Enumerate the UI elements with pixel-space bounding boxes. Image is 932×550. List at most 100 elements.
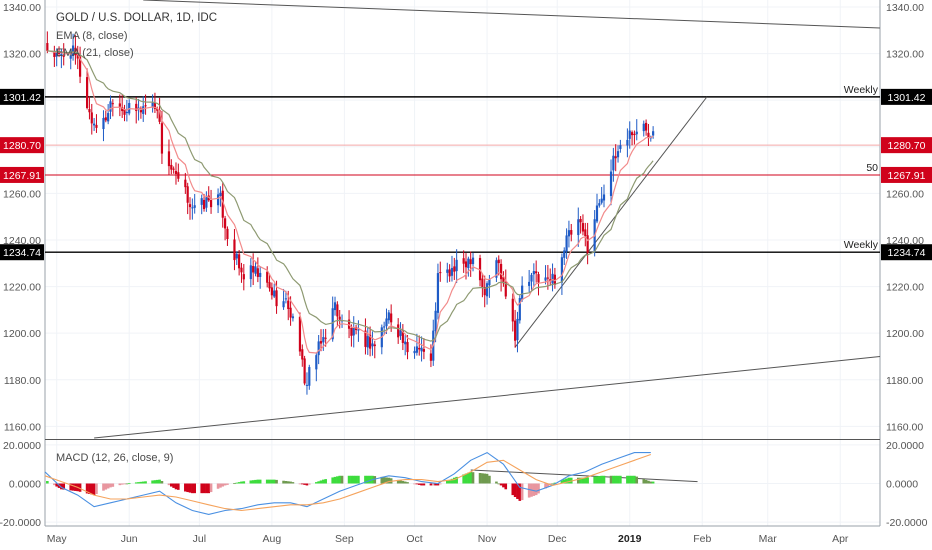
candle-body (352, 327, 355, 336)
macd-histogram-bar (191, 483, 194, 494)
macd-histogram-bar (406, 482, 409, 484)
candle-body (633, 133, 636, 136)
macd-histogram-bar (340, 475, 344, 484)
candle-body (401, 330, 404, 343)
macd-histogram-bar (219, 483, 222, 488)
candle-body (74, 47, 77, 56)
ema-line-8 (47, 50, 654, 354)
candle-body (86, 77, 89, 109)
macd-histogram-bar (155, 479, 159, 484)
macd-histogram-bar (193, 483, 196, 494)
price-tick-right: 1340.00 (886, 2, 924, 14)
macd-histogram-bar (106, 483, 110, 489)
level-label-right: 1301.42 (888, 92, 926, 104)
macd-tick-right: 0.0000 (886, 479, 918, 491)
price-tick-left: 1240.00 (3, 235, 41, 247)
macd-histogram-bar (69, 483, 73, 491)
price-labels: 1301.42 1301.42 1280.70 1280.70 1267.91 1267.… (0, 88, 932, 261)
macd-histogram-bar (53, 483, 56, 486)
candle-body (319, 341, 323, 344)
candle-body (364, 330, 367, 347)
macd-histogram-bar (233, 483, 236, 485)
macd-histogram-bar (527, 483, 531, 498)
macd-histogram-bar (85, 483, 89, 494)
macd-histogram-bar (635, 476, 639, 484)
candle-body (174, 170, 178, 175)
legend-macd[interactable]: MACD (12, 26, close, 9) (56, 452, 174, 464)
macd-histogram-bar (450, 478, 454, 484)
macd-histogram-bar (291, 482, 295, 484)
candle-body (483, 287, 486, 296)
price-tick-left: 1160.00 (4, 421, 41, 433)
candle-body (420, 347, 423, 352)
macd-histogram-bar (357, 475, 360, 484)
macd-histogram-bar (317, 481, 320, 484)
candle-body (221, 190, 224, 218)
candle-body (453, 266, 456, 272)
level-label-left: 1234.74 (3, 247, 41, 259)
level-label-right: 1234.74 (888, 247, 926, 259)
candle-body (628, 130, 631, 139)
candle-body (357, 329, 360, 331)
macd-histogram-bar (272, 479, 276, 484)
time-tick: Apr (832, 533, 849, 545)
time-tick: Mar (759, 533, 778, 545)
macd-histogram-bar (352, 475, 356, 484)
candle-body (626, 139, 629, 146)
candle-body (350, 327, 353, 336)
candle-body (305, 384, 309, 386)
candle-body (434, 310, 437, 331)
legend-ema-slow[interactable]: EMA (21, close) (56, 47, 134, 59)
time-tick: Aug (263, 533, 282, 545)
price-tick-right: 1240.00 (886, 235, 924, 247)
macd-histogram-bar (401, 481, 405, 484)
candle-body (511, 298, 514, 322)
candle-body (93, 123, 96, 126)
macd-histogram-bar (436, 483, 440, 486)
candle-body (642, 123, 645, 132)
candle-body (282, 301, 285, 308)
candle-body (415, 346, 418, 353)
macd-histogram-bar (205, 483, 208, 494)
macd-histogram-bar (127, 483, 131, 485)
macd-histogram-bar (544, 483, 547, 489)
candle-body (270, 287, 273, 296)
candle-body (399, 330, 402, 336)
macd-histogram-bar (422, 483, 426, 486)
macd-histogram-bar (160, 481, 164, 484)
price-tick-right: 1220.00 (886, 282, 924, 294)
candle-body (78, 56, 82, 77)
macd-histogram-bar (387, 477, 391, 484)
macd-histogram-bar (567, 477, 571, 484)
macd-tick-right: -20.0000 (886, 517, 928, 529)
candle-body (144, 105, 147, 107)
candle-body (188, 204, 192, 208)
time-tick: Jul (193, 533, 206, 545)
candle-body (153, 102, 157, 109)
macd-histogram-bar (385, 477, 388, 484)
macd-histogram-bar (172, 483, 175, 488)
macd-histogram-bar (60, 483, 63, 490)
macd-histogram-bar (258, 479, 262, 484)
macd-histogram-bar (602, 475, 606, 484)
candle-body (170, 164, 173, 170)
macd-histogram-bar (92, 483, 96, 496)
macd-histogram-bar (581, 477, 585, 484)
candle-body (233, 239, 236, 261)
candle-body (90, 112, 93, 124)
macd-histogram-bar (417, 483, 421, 485)
candle-body (532, 271, 535, 275)
macd-histogram-bar (502, 483, 505, 488)
candle-body (336, 304, 339, 317)
candle-body (371, 343, 374, 347)
legend-ema-fast[interactable]: EMA (8, close) (56, 30, 128, 42)
macd-histogram-bar (420, 483, 423, 486)
candle-body (390, 313, 393, 323)
candle-body (495, 260, 498, 278)
candle-body (301, 349, 304, 360)
macd-histogram-bar (139, 481, 143, 484)
candle-body (259, 272, 262, 277)
candle-body (308, 367, 311, 386)
macd-histogram-bar (137, 482, 140, 484)
